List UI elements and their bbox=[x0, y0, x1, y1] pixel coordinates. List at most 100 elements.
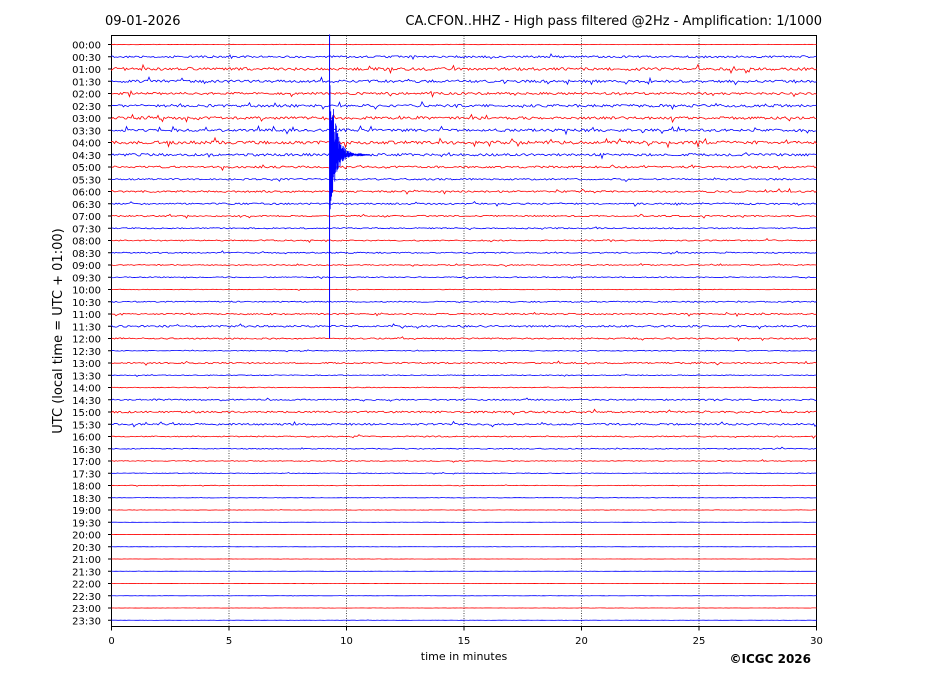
trace-line bbox=[111, 300, 817, 304]
x-tick-label: 5 bbox=[226, 636, 232, 647]
trace-line bbox=[111, 472, 817, 475]
trace-line bbox=[111, 100, 817, 111]
earthquake-trace bbox=[329, 34, 371, 339]
x-tick-label: 0 bbox=[108, 636, 114, 647]
row-time-label: 06:00 bbox=[72, 188, 101, 199]
row-time-label: 18:00 bbox=[72, 482, 101, 493]
row-time-label: 10:30 bbox=[72, 298, 101, 309]
row-time-label: 02:00 bbox=[72, 90, 101, 101]
trace-line bbox=[111, 373, 817, 377]
row-time-label: 08:30 bbox=[72, 249, 101, 260]
row-time-label: 08:00 bbox=[72, 237, 101, 248]
x-tick-label: 15 bbox=[458, 636, 471, 647]
trace-line bbox=[111, 336, 817, 342]
row-time-label: 14:30 bbox=[72, 396, 101, 407]
chart-date-title: 09-01-2026 bbox=[105, 14, 181, 29]
seismic-traces bbox=[111, 43, 817, 621]
trace-line bbox=[111, 397, 817, 402]
y-axis-label: UTC (local time = UTC + 01:00) bbox=[51, 228, 66, 433]
row-time-label: 13:30 bbox=[72, 371, 101, 382]
trace-line bbox=[111, 200, 817, 207]
trace-line bbox=[111, 446, 817, 450]
row-time-label: 04:00 bbox=[72, 139, 101, 150]
row-time-label: 05:00 bbox=[72, 163, 101, 174]
row-time-label: 11:30 bbox=[72, 322, 101, 333]
row-time-label: 17:00 bbox=[72, 457, 101, 468]
trace-line bbox=[111, 349, 817, 353]
row-time-label: 21:00 bbox=[72, 555, 101, 566]
x-tick-label: 30 bbox=[810, 636, 823, 647]
row-time-label: 23:30 bbox=[72, 616, 101, 627]
trace-line bbox=[111, 152, 817, 160]
row-time-label: 07:00 bbox=[72, 212, 101, 223]
row-time-label: 12:00 bbox=[72, 335, 101, 346]
row-time-label: 15:00 bbox=[72, 408, 101, 419]
row-time-label: 13:00 bbox=[72, 359, 101, 370]
trace-line bbox=[111, 238, 817, 244]
row-time-label: 09:00 bbox=[72, 261, 101, 272]
time-gridlines bbox=[228, 35, 700, 627]
row-time-label: 22:30 bbox=[72, 592, 101, 603]
row-time-label: 20:00 bbox=[72, 531, 101, 542]
row-time-label: 19:00 bbox=[72, 506, 101, 517]
row-time-label: 07:30 bbox=[72, 224, 101, 235]
trace-line bbox=[111, 124, 817, 136]
trace-line bbox=[111, 323, 817, 330]
trace-line bbox=[111, 76, 817, 86]
copyright-label: ©ICGC 2026 bbox=[729, 652, 811, 666]
trace-line bbox=[111, 288, 817, 291]
row-time-label: 03:00 bbox=[72, 114, 101, 125]
trace-line bbox=[111, 113, 817, 124]
x-tick-label: 20 bbox=[575, 636, 588, 647]
chart-station-title: CA.CFON..HHZ - High pass filtered @2Hz -… bbox=[405, 14, 822, 29]
row-time-label: 21:30 bbox=[72, 567, 101, 578]
trace-line bbox=[111, 434, 817, 439]
row-time-label: 20:30 bbox=[72, 543, 101, 554]
x-tick-label: 25 bbox=[693, 636, 706, 647]
row-time-label: 14:00 bbox=[72, 384, 101, 395]
row-time-label: 01:30 bbox=[72, 77, 101, 88]
row-time-label: 09:30 bbox=[72, 273, 101, 284]
trace-line bbox=[111, 213, 817, 219]
row-time-label: 11:00 bbox=[72, 310, 101, 321]
trace-line bbox=[111, 509, 817, 511]
trace-line bbox=[111, 311, 817, 318]
trace-line bbox=[111, 408, 817, 416]
row-time-label: 01:00 bbox=[72, 65, 101, 76]
trace-line bbox=[111, 484, 817, 487]
trace-line bbox=[111, 497, 817, 499]
row-time-label: 00:00 bbox=[72, 41, 101, 52]
row-time-label: 16:30 bbox=[72, 445, 101, 456]
x-axis-ticks: 0 5 10 15 20 25 30 bbox=[108, 626, 823, 647]
row-time-label: 00:30 bbox=[72, 53, 101, 64]
row-time-label: 04:30 bbox=[72, 151, 101, 162]
row-time-label: 05:30 bbox=[72, 175, 101, 186]
row-time-label: 16:00 bbox=[72, 433, 101, 444]
trace-line bbox=[111, 90, 817, 98]
trace-line bbox=[111, 53, 817, 61]
row-time-label: 18:30 bbox=[72, 494, 101, 505]
row-time-label: 02:30 bbox=[72, 102, 101, 113]
trace-line bbox=[111, 360, 817, 366]
trace-line bbox=[111, 276, 817, 280]
trace-line bbox=[111, 459, 817, 463]
trace-line bbox=[111, 63, 817, 75]
trace-line bbox=[111, 136, 817, 149]
trace-line bbox=[111, 262, 817, 268]
row-time-label: 12:30 bbox=[72, 347, 101, 358]
trace-line bbox=[111, 250, 817, 255]
trace-line bbox=[111, 177, 817, 183]
row-time-label: 22:00 bbox=[72, 580, 101, 591]
row-time-label: 23:00 bbox=[72, 604, 101, 615]
row-time-label: 10:00 bbox=[72, 286, 101, 297]
row-time-label: 15:30 bbox=[72, 420, 101, 431]
x-axis-label: time in minutes bbox=[421, 650, 508, 663]
row-time-label: 19:30 bbox=[72, 518, 101, 529]
trace-line bbox=[111, 164, 817, 172]
trace-line bbox=[111, 386, 817, 390]
trace-line bbox=[111, 187, 817, 195]
row-time-label: 06:30 bbox=[72, 200, 101, 211]
trace-line bbox=[111, 420, 817, 428]
